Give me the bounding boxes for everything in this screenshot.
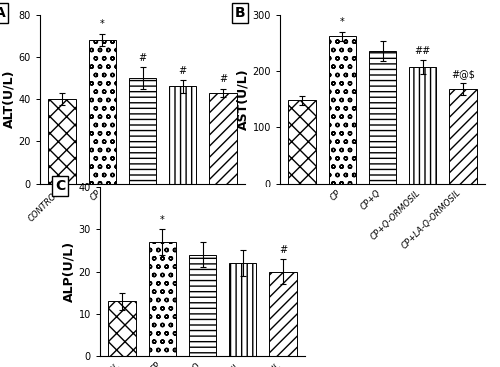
Text: *: * xyxy=(340,17,344,28)
Text: *: * xyxy=(160,215,164,225)
Text: #@$: #@$ xyxy=(451,69,475,79)
Bar xyxy=(88,40,116,184)
Text: A: A xyxy=(0,6,6,20)
Y-axis label: ALP(U/L): ALP(U/L) xyxy=(63,241,76,302)
Text: #: # xyxy=(219,75,227,84)
Bar xyxy=(229,263,256,356)
Text: B: B xyxy=(235,6,246,20)
Bar xyxy=(169,87,196,184)
Text: #: # xyxy=(279,245,287,255)
Bar xyxy=(209,93,236,184)
Bar xyxy=(129,78,156,184)
Bar xyxy=(449,89,476,184)
Text: #: # xyxy=(178,66,187,76)
Bar xyxy=(108,301,136,356)
Text: #: # xyxy=(138,53,146,63)
Y-axis label: ALT(U/L): ALT(U/L) xyxy=(3,70,16,128)
Bar xyxy=(269,272,296,356)
Bar xyxy=(148,242,176,356)
Bar xyxy=(189,255,216,356)
Bar xyxy=(48,99,76,184)
Bar xyxy=(369,51,396,184)
Bar xyxy=(288,100,316,184)
Bar xyxy=(409,67,436,184)
Text: C: C xyxy=(55,179,65,193)
Bar xyxy=(328,36,356,184)
Text: *: * xyxy=(100,19,104,29)
Y-axis label: AST(U/L): AST(U/L) xyxy=(236,68,250,130)
Text: ##: ## xyxy=(414,46,431,56)
